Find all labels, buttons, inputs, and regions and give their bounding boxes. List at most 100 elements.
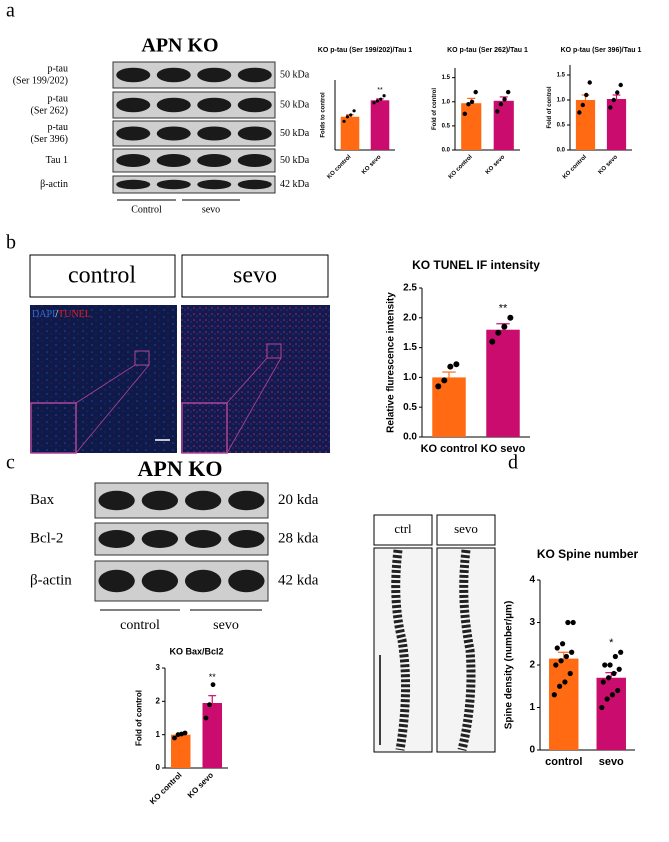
stain: DAPI xyxy=(32,309,55,320)
data-point xyxy=(489,338,496,345)
bar xyxy=(549,658,579,750)
chart-title: KO Spine number xyxy=(537,547,639,561)
bar xyxy=(486,329,520,437)
data-point xyxy=(615,90,620,95)
data-point xyxy=(210,682,216,688)
group-label: Control xyxy=(131,204,162,215)
data-point xyxy=(553,662,559,668)
y-axis-label: Fold of control xyxy=(134,690,143,746)
significance: ** xyxy=(209,672,217,682)
data-point xyxy=(599,704,605,711)
panel-label: c xyxy=(6,452,15,474)
data-point xyxy=(580,102,586,108)
blot-band xyxy=(98,569,135,593)
data-point xyxy=(563,653,570,660)
blot-band xyxy=(237,154,272,167)
inset-line xyxy=(75,364,150,454)
blot-strip xyxy=(112,175,276,194)
tile-label: ctrl xyxy=(394,521,412,536)
blot-band xyxy=(197,97,232,113)
data-point xyxy=(498,101,504,107)
chart-title: KO p-tau (Ser 199/202)/Tau 1 xyxy=(318,47,413,54)
blot-band xyxy=(237,179,272,190)
data-point xyxy=(447,363,454,370)
data-point xyxy=(554,645,560,651)
blot-band xyxy=(184,569,222,593)
blot-band xyxy=(116,97,151,113)
blot-band xyxy=(141,490,179,511)
data-point xyxy=(584,92,589,98)
data-point xyxy=(607,662,613,668)
data-point xyxy=(382,94,386,98)
data-point xyxy=(605,675,612,681)
if-image xyxy=(30,305,177,453)
x-tick-label: KO sevo xyxy=(481,443,526,455)
size-label: 42 kDa xyxy=(280,179,310,190)
blot-title: APN KO xyxy=(141,35,218,57)
data-point xyxy=(375,99,379,103)
bar xyxy=(606,99,627,150)
blot-band xyxy=(197,154,232,167)
inset xyxy=(181,402,228,454)
blot-band xyxy=(141,530,179,548)
data-point xyxy=(559,641,566,647)
data-point xyxy=(495,109,500,114)
group-label: control xyxy=(120,618,160,633)
data-point xyxy=(349,113,353,117)
data-point xyxy=(462,111,468,117)
bar xyxy=(202,703,223,768)
y-tick-label: 0.0 xyxy=(442,148,451,154)
group-label: sevo xyxy=(202,204,220,215)
data-point xyxy=(502,97,507,102)
bar xyxy=(493,100,514,150)
blot-band xyxy=(156,126,191,141)
y-tick-label: 1.5 xyxy=(557,73,566,79)
y-axis-label: Fold of control xyxy=(547,86,553,128)
bar xyxy=(340,116,360,150)
chart-title: KO p-tau (Ser 262)/Tau 1 xyxy=(447,47,528,54)
y-tick-label: 2 xyxy=(529,660,535,671)
tile-label: sevo xyxy=(233,263,277,289)
y-tick-label: 3 xyxy=(156,663,161,672)
panel-label: b xyxy=(6,232,16,254)
blot-band xyxy=(184,490,222,511)
blot-band xyxy=(184,530,222,548)
data-point xyxy=(615,687,621,694)
y-tick-label: 0.5 xyxy=(442,123,451,129)
data-point xyxy=(602,662,608,668)
data-point xyxy=(565,619,571,626)
data-point xyxy=(507,314,514,321)
x-tick-label: control xyxy=(545,756,582,768)
blot-band xyxy=(237,97,272,113)
significance: ** xyxy=(499,303,508,315)
y-tick-label: 0.5 xyxy=(557,123,566,129)
data-point xyxy=(570,619,576,626)
data-point xyxy=(501,323,508,330)
tile-box xyxy=(29,254,176,298)
data-point xyxy=(577,110,582,115)
chart-title: KO Bax/Bcl2 xyxy=(169,646,223,656)
data-point xyxy=(495,329,502,336)
size-label: 50 kDa xyxy=(280,128,310,139)
row-label: (Ser 396) xyxy=(31,134,69,145)
y-tick-label: 0.0 xyxy=(557,148,566,154)
inset-line xyxy=(75,364,136,404)
row-label: p-tau xyxy=(47,93,68,104)
data-point xyxy=(604,696,610,702)
y-tick-label: 0.0 xyxy=(403,432,417,443)
x-tick-label: sevo xyxy=(599,756,624,768)
group-label: sevo xyxy=(213,618,239,633)
blot-band xyxy=(228,530,265,548)
tile-box xyxy=(373,514,433,546)
row-label: (Ser 199/202) xyxy=(13,75,68,86)
y-tick-label: 1 xyxy=(529,702,535,713)
stain: TUNEL xyxy=(58,309,91,320)
y-tick-label: 1.0 xyxy=(442,99,451,105)
blot-title: APN KO xyxy=(138,456,223,481)
data-point xyxy=(172,735,177,741)
blot-band xyxy=(116,179,151,190)
stain: / xyxy=(55,309,58,320)
blot-band xyxy=(237,126,272,141)
data-point xyxy=(618,649,624,655)
